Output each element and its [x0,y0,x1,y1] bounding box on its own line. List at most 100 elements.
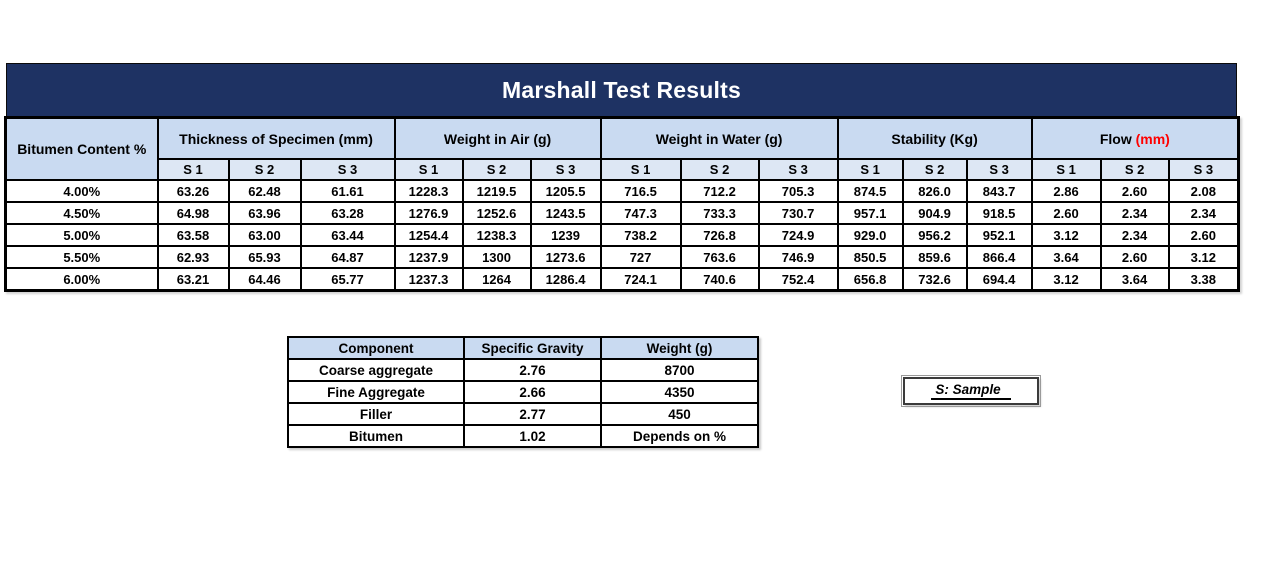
title-bar: Marshall Test Results [6,63,1237,117]
value-cell: 752.4 [757,267,839,292]
bitumen-content-cell: 5.50% [4,245,159,269]
value-cell: 63.28 [299,201,396,225]
value-cell: 1254.4 [393,223,464,247]
value-cell: 2.60 [1099,245,1170,269]
value-cell: 3.12 [1030,267,1102,292]
table-row: 5.50% 62.93 65.93 64.87 1237.9 1300 1273… [4,245,1240,269]
value-cell: 61.61 [299,179,396,203]
value-cell: 63.00 [227,223,302,247]
weight-cell: 4350 [600,380,759,404]
value-cell: 656.8 [836,267,904,292]
value-cell: 732.6 [901,267,968,292]
sample-header: S 1 [393,158,464,181]
value-cell: 1228.3 [393,179,464,203]
sample-header: S 2 [227,158,302,181]
table-row: 5.00% 63.58 63.00 63.44 1254.4 1238.3 12… [4,223,1240,247]
value-cell: 726.8 [679,223,760,247]
value-cell: 712.2 [679,179,760,203]
value-cell: 3.38 [1167,267,1240,292]
bitumen-content-cell: 4.50% [4,201,159,225]
value-cell: 747.3 [599,201,682,225]
value-cell: 2.08 [1167,179,1240,203]
table-row: Fine Aggregate 2.66 4350 [287,380,759,404]
value-cell: 716.5 [599,179,682,203]
specific-gravity-cell: 2.76 [463,358,602,382]
table-row: Coarse aggregate 2.76 8700 [287,358,759,382]
value-cell: 826.0 [901,179,968,203]
sample-header: S 1 [1030,158,1102,181]
value-cell: 866.4 [965,245,1033,269]
value-cell: 1286.4 [529,267,602,292]
sample-header: S 2 [1099,158,1170,181]
group-header-row: Bitumen Content % Thickness of Specimen … [4,116,1240,181]
value-cell: 730.7 [757,201,839,225]
value-cell: 1219.5 [461,179,532,203]
value-cell: 2.60 [1099,179,1170,203]
flow-group-header: Flow (mm) [1030,116,1240,160]
value-cell: 1300 [461,245,532,269]
components-header-row: Component Specific Gravity Weight (g) [287,336,759,360]
value-cell: 1243.5 [529,201,602,225]
sample-header: S 3 [965,158,1033,181]
table-row: 6.00% 63.21 64.46 65.77 1237.3 1264 1286… [4,267,1240,292]
value-cell: 63.96 [227,201,302,225]
value-cell: 2.34 [1167,201,1240,225]
sample-header: S 3 [757,158,839,181]
weight-cell: Depends on % [600,424,759,448]
value-cell: 956.2 [901,223,968,247]
stability-group-header: Stability (Kg) [836,116,1033,160]
value-cell: 929.0 [836,223,904,247]
value-cell: 65.93 [227,245,302,269]
table-row: Bitumen 1.02 Depends on % [287,424,759,448]
value-cell: 904.9 [901,201,968,225]
sample-header: S 2 [901,158,968,181]
sample-header: S 2 [461,158,532,181]
value-cell: 3.64 [1030,245,1102,269]
value-cell: 3.12 [1167,245,1240,269]
value-cell: 63.21 [156,267,230,292]
weight-water-group-header: Weight in Water (g) [599,116,839,160]
marshall-results-table: Bitumen Content % Thickness of Specimen … [4,116,1241,292]
component-cell: Bitumen [287,424,465,448]
weight-cell: 8700 [600,358,759,382]
value-cell: 1237.3 [393,267,464,292]
specific-gravity-cell: 2.77 [463,402,602,426]
component-header: Component [287,336,465,360]
value-cell: 763.6 [679,245,760,269]
specific-gravity-cell: 2.66 [463,380,602,404]
sample-header: S 3 [529,158,602,181]
value-cell: 64.98 [156,201,230,225]
flow-label: Flow [1099,130,1132,147]
value-cell: 1273.6 [529,245,602,269]
value-cell: 727 [599,245,682,269]
value-cell: 850.5 [836,245,904,269]
weight-air-group-header: Weight in Air (g) [393,116,602,160]
value-cell: 62.48 [227,179,302,203]
sample-header-row: S 1 S 2 S 3 S 1 S 2 S 3 S 1 S 2 S 3 S 1 … [6,158,1240,181]
value-cell: 694.4 [965,267,1033,292]
component-cell: Filler [287,402,465,426]
value-cell: 705.3 [757,179,839,203]
value-cell: 918.5 [965,201,1033,225]
value-cell: 65.77 [299,267,396,292]
specific-gravity-header: Specific Gravity [463,336,602,360]
value-cell: 2.86 [1030,179,1102,203]
value-cell: 1252.6 [461,201,532,225]
value-cell: 64.46 [227,267,302,292]
value-cell: 2.34 [1099,223,1170,247]
components-table: Component Specific Gravity Weight (g) Co… [287,336,759,448]
value-cell: 738.2 [599,223,682,247]
value-cell: 746.9 [757,245,839,269]
sample-header: S 1 [836,158,904,181]
value-cell: 859.6 [901,245,968,269]
value-cell: 3.12 [1030,223,1102,247]
sample-header: S 2 [679,158,760,181]
value-cell: 724.9 [757,223,839,247]
value-cell: 733.3 [679,201,760,225]
value-cell: 63.58 [156,223,230,247]
table-row: Filler 2.77 450 [287,402,759,426]
bitumen-content-cell: 5.00% [4,223,159,247]
sample-legend-box: S: Sample [901,375,1041,407]
value-cell: 1238.3 [461,223,532,247]
